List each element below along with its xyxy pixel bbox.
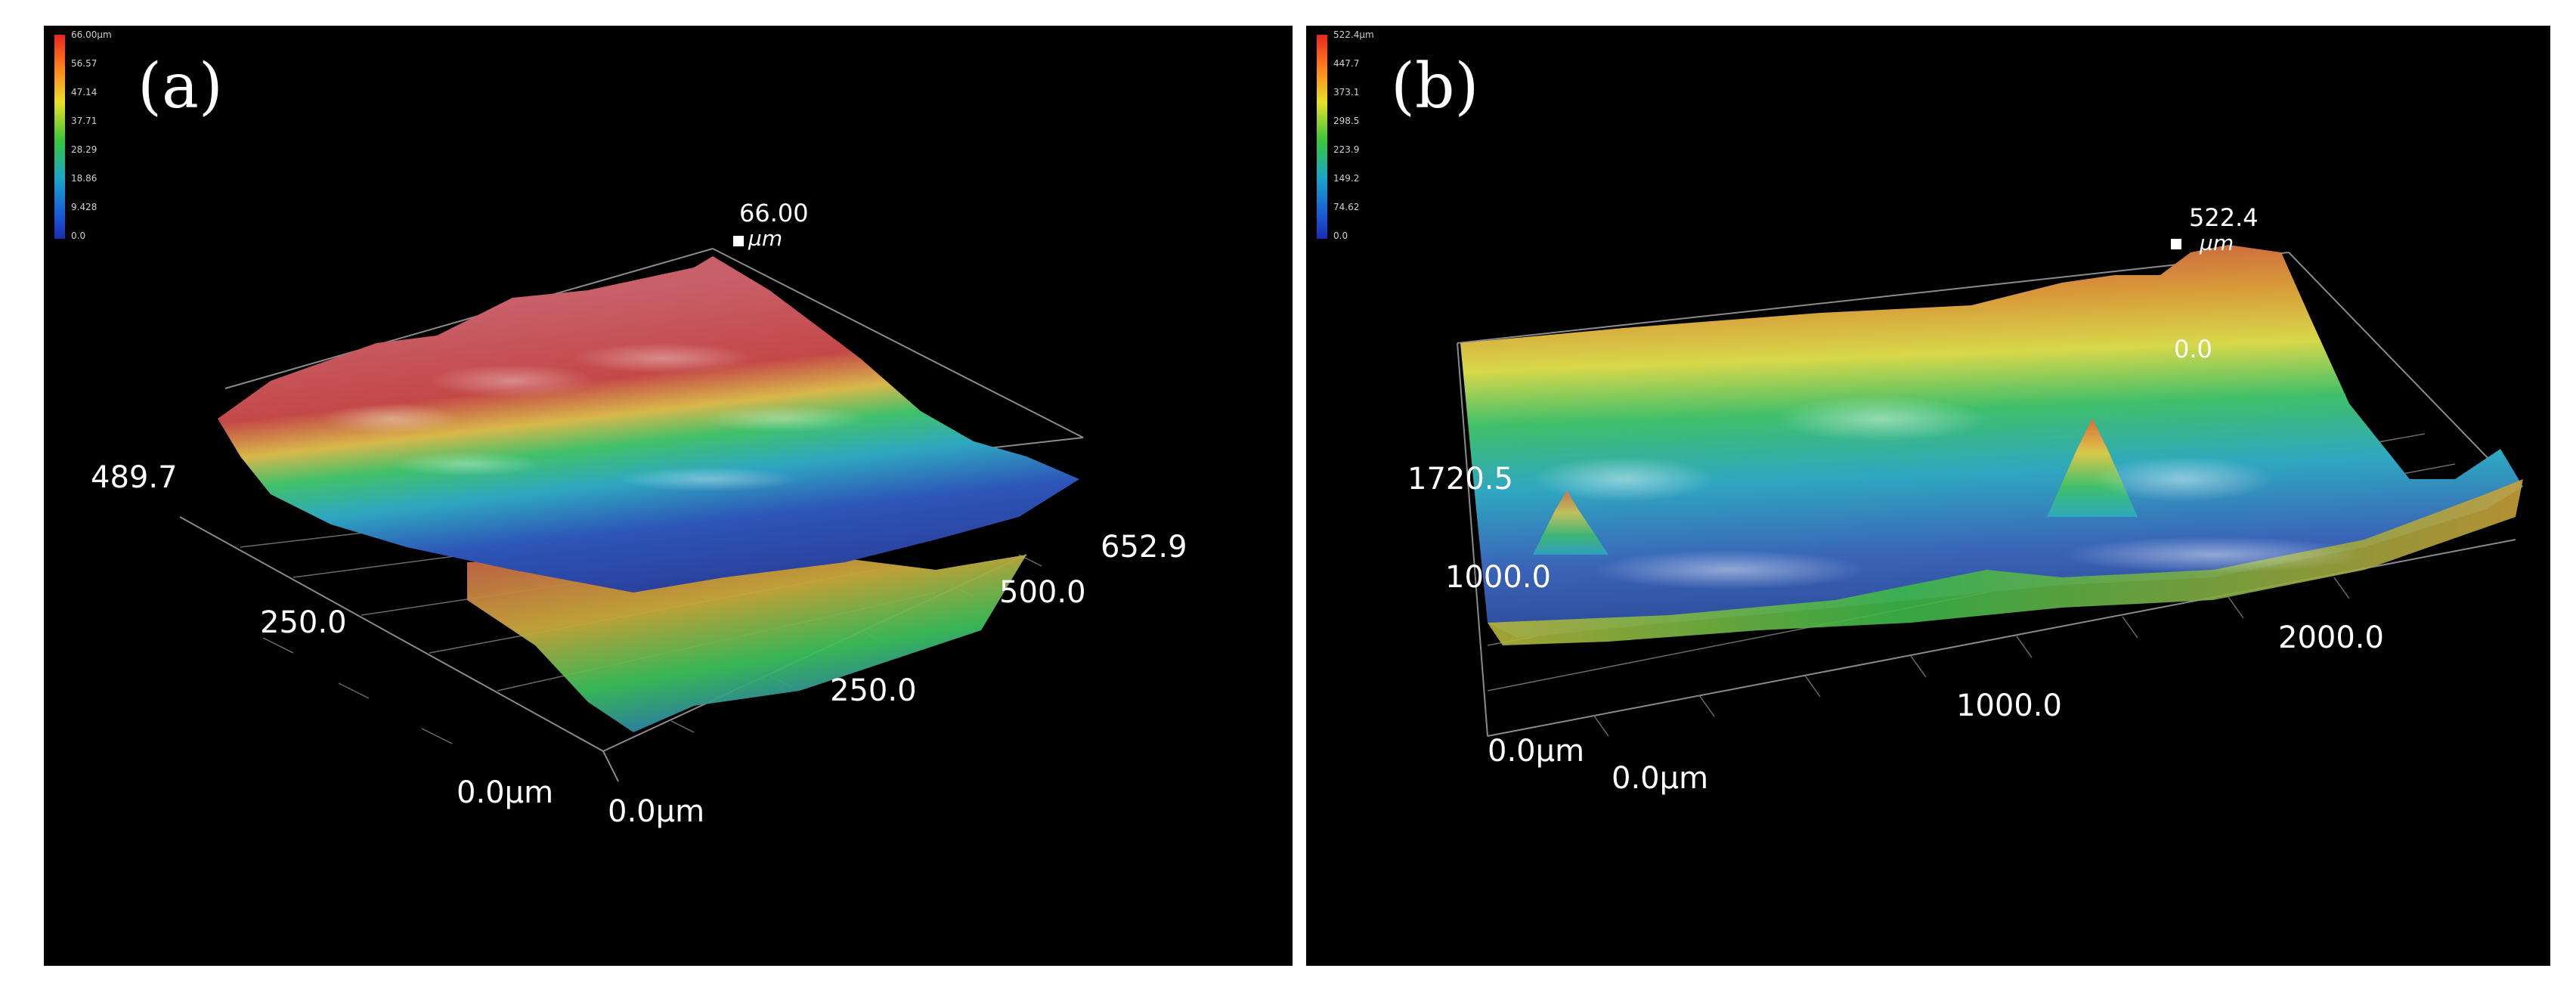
x-axis-tick: 1000.0 xyxy=(1956,688,2062,723)
x-axis-tick: 0.0µm xyxy=(1612,761,1709,796)
colorbar-tick: 373.1 xyxy=(1333,87,1360,97)
colorbar-tick: 223.9 xyxy=(1333,144,1360,155)
colorbar-tick: 56.57 xyxy=(71,58,98,69)
colorbar-tick: 28.29 xyxy=(71,144,98,155)
colorbar-tick: 47.14 xyxy=(71,87,98,97)
z-min-label: 0.0 xyxy=(2174,335,2212,364)
z-max-marker xyxy=(733,236,744,246)
surface-underside-a xyxy=(467,547,1026,732)
x-axis-tick: 500.0 xyxy=(999,575,1086,610)
colorbar-tick: 37.71 xyxy=(71,116,98,126)
surface-top-a xyxy=(218,256,1079,592)
panel-a: 66.00µm 56.57 47.14 37.71 28.29 18.86 9.… xyxy=(44,26,1293,966)
z-max-label: 522.4 xyxy=(2189,203,2259,232)
x-axis-tick: 2000.0 xyxy=(2278,620,2384,655)
colorbar-tick: 149.2 xyxy=(1333,173,1360,184)
surface-texture-b xyxy=(1533,396,2364,589)
colorbar-tick: 9.428 xyxy=(71,202,98,212)
colorbar-b xyxy=(1317,35,1327,239)
panel-b: 522.4µm 447.7 373.1 298.5 223.9 149.2 74… xyxy=(1306,26,2550,966)
x-axis-tick: 250.0 xyxy=(830,673,917,708)
surface-peak-b xyxy=(1533,490,1608,555)
y-axis-tick: 1720.5 xyxy=(1407,462,1513,497)
colorbar-tick: 0.0 xyxy=(71,230,86,241)
surface-plot-a xyxy=(179,248,1084,782)
colorbar-tick: 298.5 xyxy=(1333,116,1360,126)
y-axis-tick: 0.0µm xyxy=(1488,734,1585,769)
panel-label-a: (a) xyxy=(138,51,223,122)
colorbar-tick: 66.00µm xyxy=(71,29,112,40)
z-unit-label: µm xyxy=(2200,230,2234,255)
y-axis-tick: 250.0 xyxy=(260,605,347,640)
z-unit-label: µm xyxy=(748,226,783,251)
y-axis-tick: 489.7 xyxy=(91,460,178,495)
y-axis-tick: 1000.0 xyxy=(1445,560,1551,595)
z-max-label: 66.00 xyxy=(739,199,809,227)
colorbar-tick: 447.7 xyxy=(1333,58,1360,69)
x-axis-tick: 652.9 xyxy=(1101,530,1187,565)
z-max-marker xyxy=(2171,239,2181,249)
y-axis-tick: 0.0µm xyxy=(457,775,554,810)
colorbar-tick: 18.86 xyxy=(71,173,98,184)
panel-label-b: (b) xyxy=(1391,51,1479,122)
colorbar-tick: 0.0 xyxy=(1333,230,1348,241)
surface-plot-b xyxy=(1457,245,2523,737)
colorbar-a xyxy=(54,35,65,239)
surface-texture-a xyxy=(324,343,868,491)
colorbar-tick: 74.62 xyxy=(1333,202,1360,212)
x-axis-tick: 0.0µm xyxy=(608,794,705,829)
colorbar-tick: 522.4µm xyxy=(1333,29,1374,40)
